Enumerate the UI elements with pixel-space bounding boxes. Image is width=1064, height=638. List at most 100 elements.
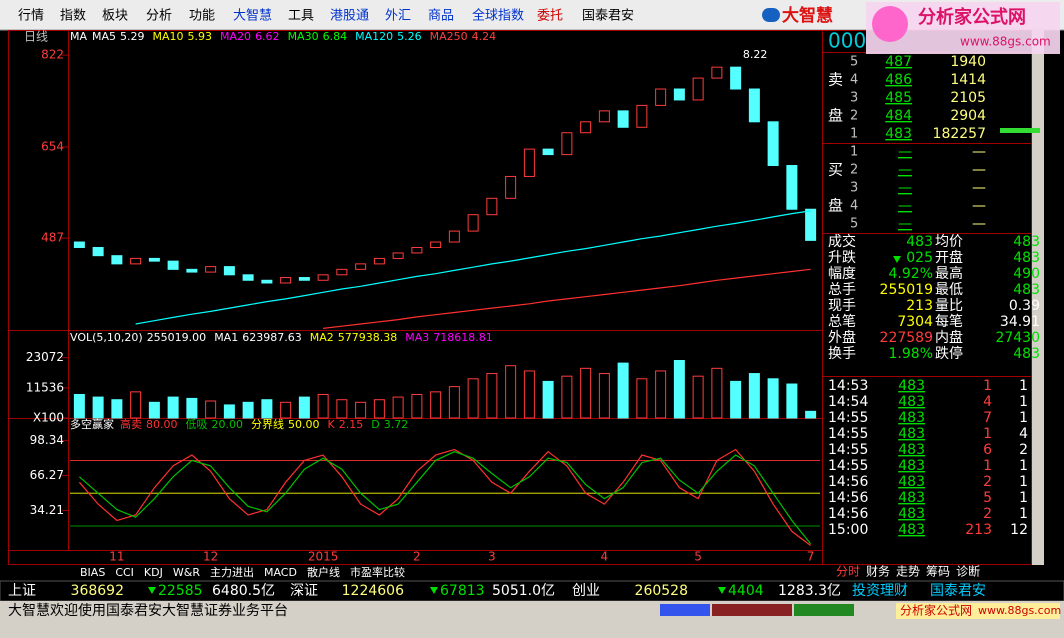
logo: 大智慧 xyxy=(782,5,833,26)
legend-value: 50.00 xyxy=(288,418,320,431)
trade-price: 483 xyxy=(898,522,925,538)
trade-volume: 2 xyxy=(983,506,992,522)
volume-bar xyxy=(598,373,610,419)
x-tick-label: 12 xyxy=(203,550,218,564)
candle xyxy=(355,263,367,270)
trade-volume: 1 xyxy=(983,378,992,394)
menu-item[interactable]: 港股通 xyxy=(330,9,369,24)
indicator-tab[interactable]: KDJ xyxy=(144,566,163,579)
candle xyxy=(486,197,498,216)
book-level: 1 xyxy=(850,145,858,160)
quote-tab[interactable]: 走势 xyxy=(896,565,920,579)
indicator-tab[interactable]: W&R xyxy=(173,566,200,579)
trade-time: 14:55 xyxy=(828,426,868,442)
volume-bar xyxy=(355,401,367,419)
stat-value: 7304 xyxy=(897,314,933,330)
quote-tab[interactable]: 筹码 xyxy=(926,565,950,579)
stat-key: 外盘 xyxy=(828,329,856,346)
quote-tab[interactable]: 财务 xyxy=(866,564,890,579)
indicator-tab[interactable]: BIAS xyxy=(80,566,105,579)
scrollbar[interactable] xyxy=(1032,30,1044,565)
index-name: 深证 xyxy=(290,583,318,599)
line xyxy=(135,210,811,325)
menu-item[interactable]: 国泰君安 xyxy=(582,9,634,24)
trade-count: 1 xyxy=(1019,378,1028,394)
volume-bar xyxy=(636,378,648,419)
index-amount: 1283.3亿 xyxy=(778,583,841,599)
menu-item[interactable]: 大智慧 xyxy=(233,8,272,24)
legend-value: 5.93 xyxy=(188,30,213,43)
indicator-tab[interactable]: MACD xyxy=(264,566,297,579)
volume-bar xyxy=(92,396,104,419)
quote-tab[interactable]: 分时 xyxy=(836,565,860,579)
stock-code: 000 xyxy=(828,29,866,53)
stat-key: 幅度 xyxy=(828,266,856,282)
index-volume: 1224606 xyxy=(342,583,404,599)
trade-price: 483 xyxy=(898,394,925,410)
stat-key: 升跌 xyxy=(828,250,856,266)
status-link[interactable]: 投资理财 xyxy=(852,583,908,599)
legend-value: 2.15 xyxy=(339,418,364,431)
index-change: 4404 xyxy=(728,583,764,599)
volume-bar xyxy=(205,400,217,419)
indicator-tab[interactable]: 市盈率比较 xyxy=(350,565,405,579)
book-price: — xyxy=(898,216,912,232)
volume-bar xyxy=(542,380,554,419)
stat-value: 0.39 xyxy=(1009,298,1040,314)
y-tick-label: 11536 xyxy=(26,380,64,394)
trade-time: 14:54 xyxy=(828,394,868,410)
side-label: 盘 xyxy=(828,197,843,215)
menu-item[interactable]: 商品 xyxy=(428,9,454,24)
menu-item[interactable]: 指数 xyxy=(60,9,86,24)
menu-item[interactable]: 行情 xyxy=(18,9,44,24)
book-volume: 2105 xyxy=(950,90,986,106)
book-volume: — xyxy=(972,198,986,214)
legend-value: 577938.38 xyxy=(338,331,398,344)
stat-value: 490 xyxy=(1013,266,1040,282)
menu-item[interactable]: 工具 xyxy=(288,9,314,24)
candle xyxy=(336,268,348,276)
indicator-tab[interactable]: 主力进出 xyxy=(210,565,254,579)
trade-price: 483 xyxy=(898,490,925,506)
candle xyxy=(317,274,329,281)
menu-item[interactable]: 分析 xyxy=(146,9,172,24)
legend-name: MA30 xyxy=(288,30,319,43)
book-level: 5 xyxy=(850,217,858,232)
candle xyxy=(673,88,685,101)
legend-value: 4.24 xyxy=(472,30,497,43)
book-volume: — xyxy=(972,180,986,196)
legend-name: MA250 xyxy=(430,30,468,43)
menu-item[interactable]: 全球指数 xyxy=(472,8,524,24)
legend-value: 5.29 xyxy=(120,30,145,43)
volume-bar xyxy=(148,401,160,419)
candle xyxy=(205,266,217,273)
candle xyxy=(730,66,742,90)
stat-value: 483 xyxy=(906,234,933,250)
side-label: 盘 xyxy=(828,107,843,125)
menu-item[interactable]: 委托 xyxy=(537,9,563,24)
book-level: 2 xyxy=(850,109,858,124)
quote-tab[interactable]: 诊断 xyxy=(956,564,980,579)
stat-value: 27430 xyxy=(995,330,1040,346)
menu-item[interactable]: 功能 xyxy=(189,9,215,24)
candle xyxy=(130,257,142,265)
indicator-tab[interactable]: CCI xyxy=(115,566,134,579)
trade-volume: 1 xyxy=(983,458,992,474)
stat-key: 量比 xyxy=(935,298,963,314)
legend-name: 分界线 xyxy=(251,417,284,431)
book-level: 4 xyxy=(850,199,858,214)
volume-bar xyxy=(805,410,817,419)
legend-name: VOL(5,10,20) xyxy=(70,331,143,344)
volume-bar xyxy=(73,393,85,419)
menu-item[interactable]: 外汇 xyxy=(385,9,411,24)
message-bar xyxy=(0,601,1064,638)
status-link[interactable]: 国泰君安 xyxy=(930,583,986,599)
indicator-tab[interactable]: 散户线 xyxy=(307,565,340,579)
trade-price: 483 xyxy=(898,442,925,458)
index-amount: 6480.5亿 xyxy=(212,583,275,599)
menu-item[interactable]: 板块 xyxy=(102,9,128,24)
stat-value: 34.91 xyxy=(1000,314,1040,330)
trade-volume: 213 xyxy=(965,522,992,538)
trade-volume: 2 xyxy=(983,474,992,490)
